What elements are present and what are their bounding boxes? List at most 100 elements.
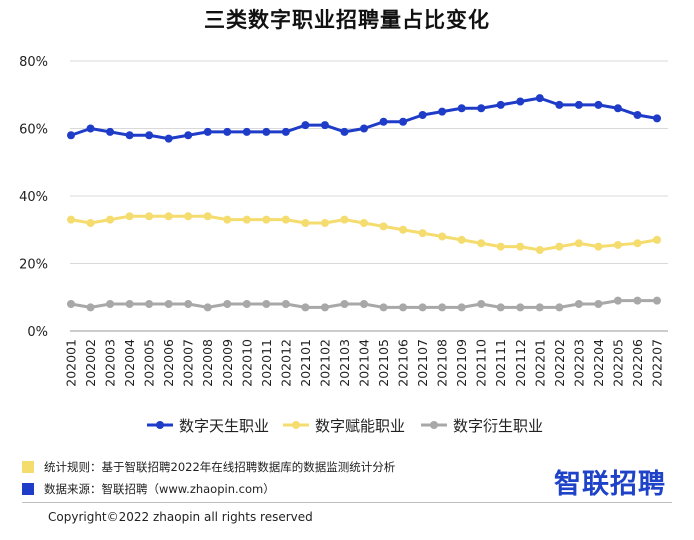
data-point — [145, 131, 154, 140]
x-tick-label: 202206 — [630, 339, 645, 387]
data-point — [145, 212, 154, 221]
data-point — [223, 127, 232, 136]
data-point — [281, 127, 290, 136]
x-tick-label: 202012 — [278, 339, 293, 387]
y-tick-label: 20% — [19, 258, 48, 273]
note-data-source: 数据来源：智联招聘（www.zhaopin.com） — [22, 480, 275, 498]
note-source-text: 数据来源：智联招聘（www.zhaopin.com） — [44, 482, 275, 496]
data-point — [496, 242, 505, 251]
data-point — [574, 100, 583, 109]
footer-divider — [22, 502, 672, 503]
data-point — [653, 235, 661, 244]
x-tick-label: 202004 — [122, 339, 137, 387]
x-tick-label: 202003 — [103, 339, 118, 387]
x-tick-label: 202010 — [239, 339, 254, 387]
x-tick-label: 202006 — [161, 339, 176, 387]
data-point — [203, 303, 212, 312]
data-point — [613, 104, 622, 113]
data-point — [86, 303, 95, 312]
data-point — [281, 300, 290, 308]
data-point — [594, 242, 603, 251]
x-tick-label: 202207 — [650, 339, 665, 387]
data-point — [653, 114, 661, 123]
legend-marker-2 — [430, 421, 438, 429]
x-tick-label: 202007 — [181, 339, 196, 387]
data-point — [301, 219, 310, 227]
note-rule-text: 统计规则：基于智联招聘2022年在线招聘数据库的数据监测统计分析 — [44, 460, 396, 474]
data-point — [535, 303, 544, 312]
data-point — [457, 303, 466, 312]
x-tick-label: 202002 — [83, 339, 98, 387]
data-point — [184, 300, 193, 308]
data-point — [301, 121, 310, 130]
data-point — [477, 300, 486, 308]
x-tick-label: 202203 — [571, 339, 586, 387]
legend-marker-0 — [156, 421, 164, 429]
legend-label-1: 数字赋能职业 — [315, 417, 405, 435]
data-point — [281, 215, 290, 224]
note-rule-swatch — [22, 461, 34, 473]
data-point — [594, 300, 603, 308]
data-point — [379, 222, 388, 231]
note-source-swatch — [22, 483, 34, 495]
x-tick-label: 202001 — [64, 339, 79, 387]
legend-marker-1 — [292, 421, 300, 429]
x-tick-label: 202111 — [493, 339, 508, 387]
data-point — [86, 124, 95, 133]
data-point — [164, 300, 173, 308]
y-tick-label: 0% — [27, 325, 48, 340]
y-tick-label: 60% — [19, 123, 48, 138]
data-point — [223, 300, 232, 308]
data-point — [67, 131, 75, 140]
data-point — [496, 100, 505, 109]
data-point — [555, 100, 564, 109]
x-tick-label: 202005 — [142, 339, 157, 387]
legend-label-0: 数字天生职业 — [179, 417, 269, 435]
data-point — [399, 117, 408, 126]
data-point — [594, 100, 603, 109]
x-tick-label: 202011 — [259, 339, 274, 387]
data-point — [340, 127, 349, 136]
x-tick-label: 202112 — [513, 339, 528, 387]
x-tick-label: 202009 — [220, 339, 235, 387]
data-point — [633, 111, 642, 119]
data-point — [438, 303, 447, 312]
data-point — [242, 127, 251, 136]
data-point — [574, 239, 583, 248]
data-point — [653, 296, 661, 305]
data-point — [516, 303, 525, 312]
series-line-0 — [69, 96, 659, 141]
data-point — [340, 215, 349, 224]
data-point — [360, 124, 368, 133]
data-point — [496, 303, 505, 312]
data-point — [301, 303, 310, 312]
data-point — [203, 127, 212, 136]
data-point — [106, 127, 115, 136]
x-tick-label: 202202 — [552, 339, 567, 387]
data-point — [223, 215, 232, 224]
data-point — [633, 239, 642, 248]
data-point — [67, 215, 75, 224]
data-point — [438, 232, 447, 241]
x-tick-label: 202205 — [610, 339, 625, 387]
data-point — [125, 300, 134, 308]
x-tick-label: 202101 — [298, 339, 313, 387]
data-point — [418, 111, 427, 119]
x-tick-label: 202110 — [474, 339, 489, 387]
data-point — [106, 300, 115, 308]
data-point — [360, 300, 368, 308]
data-point — [535, 94, 544, 103]
data-point — [613, 240, 622, 249]
data-point — [184, 131, 193, 140]
x-tick-label: 202201 — [532, 339, 547, 387]
x-tick-label: 202102 — [317, 339, 332, 387]
data-point — [145, 300, 154, 308]
data-point — [320, 219, 329, 227]
data-point — [106, 215, 115, 224]
data-point — [320, 303, 329, 312]
copyright-text: Copyright©2022 zhaopin all rights reserv… — [48, 510, 313, 524]
x-tick-label: 202204 — [591, 339, 606, 387]
zhaopin-logo: 智联招聘 — [554, 469, 666, 500]
data-point — [418, 303, 427, 312]
x-tick-label: 202108 — [435, 339, 450, 387]
